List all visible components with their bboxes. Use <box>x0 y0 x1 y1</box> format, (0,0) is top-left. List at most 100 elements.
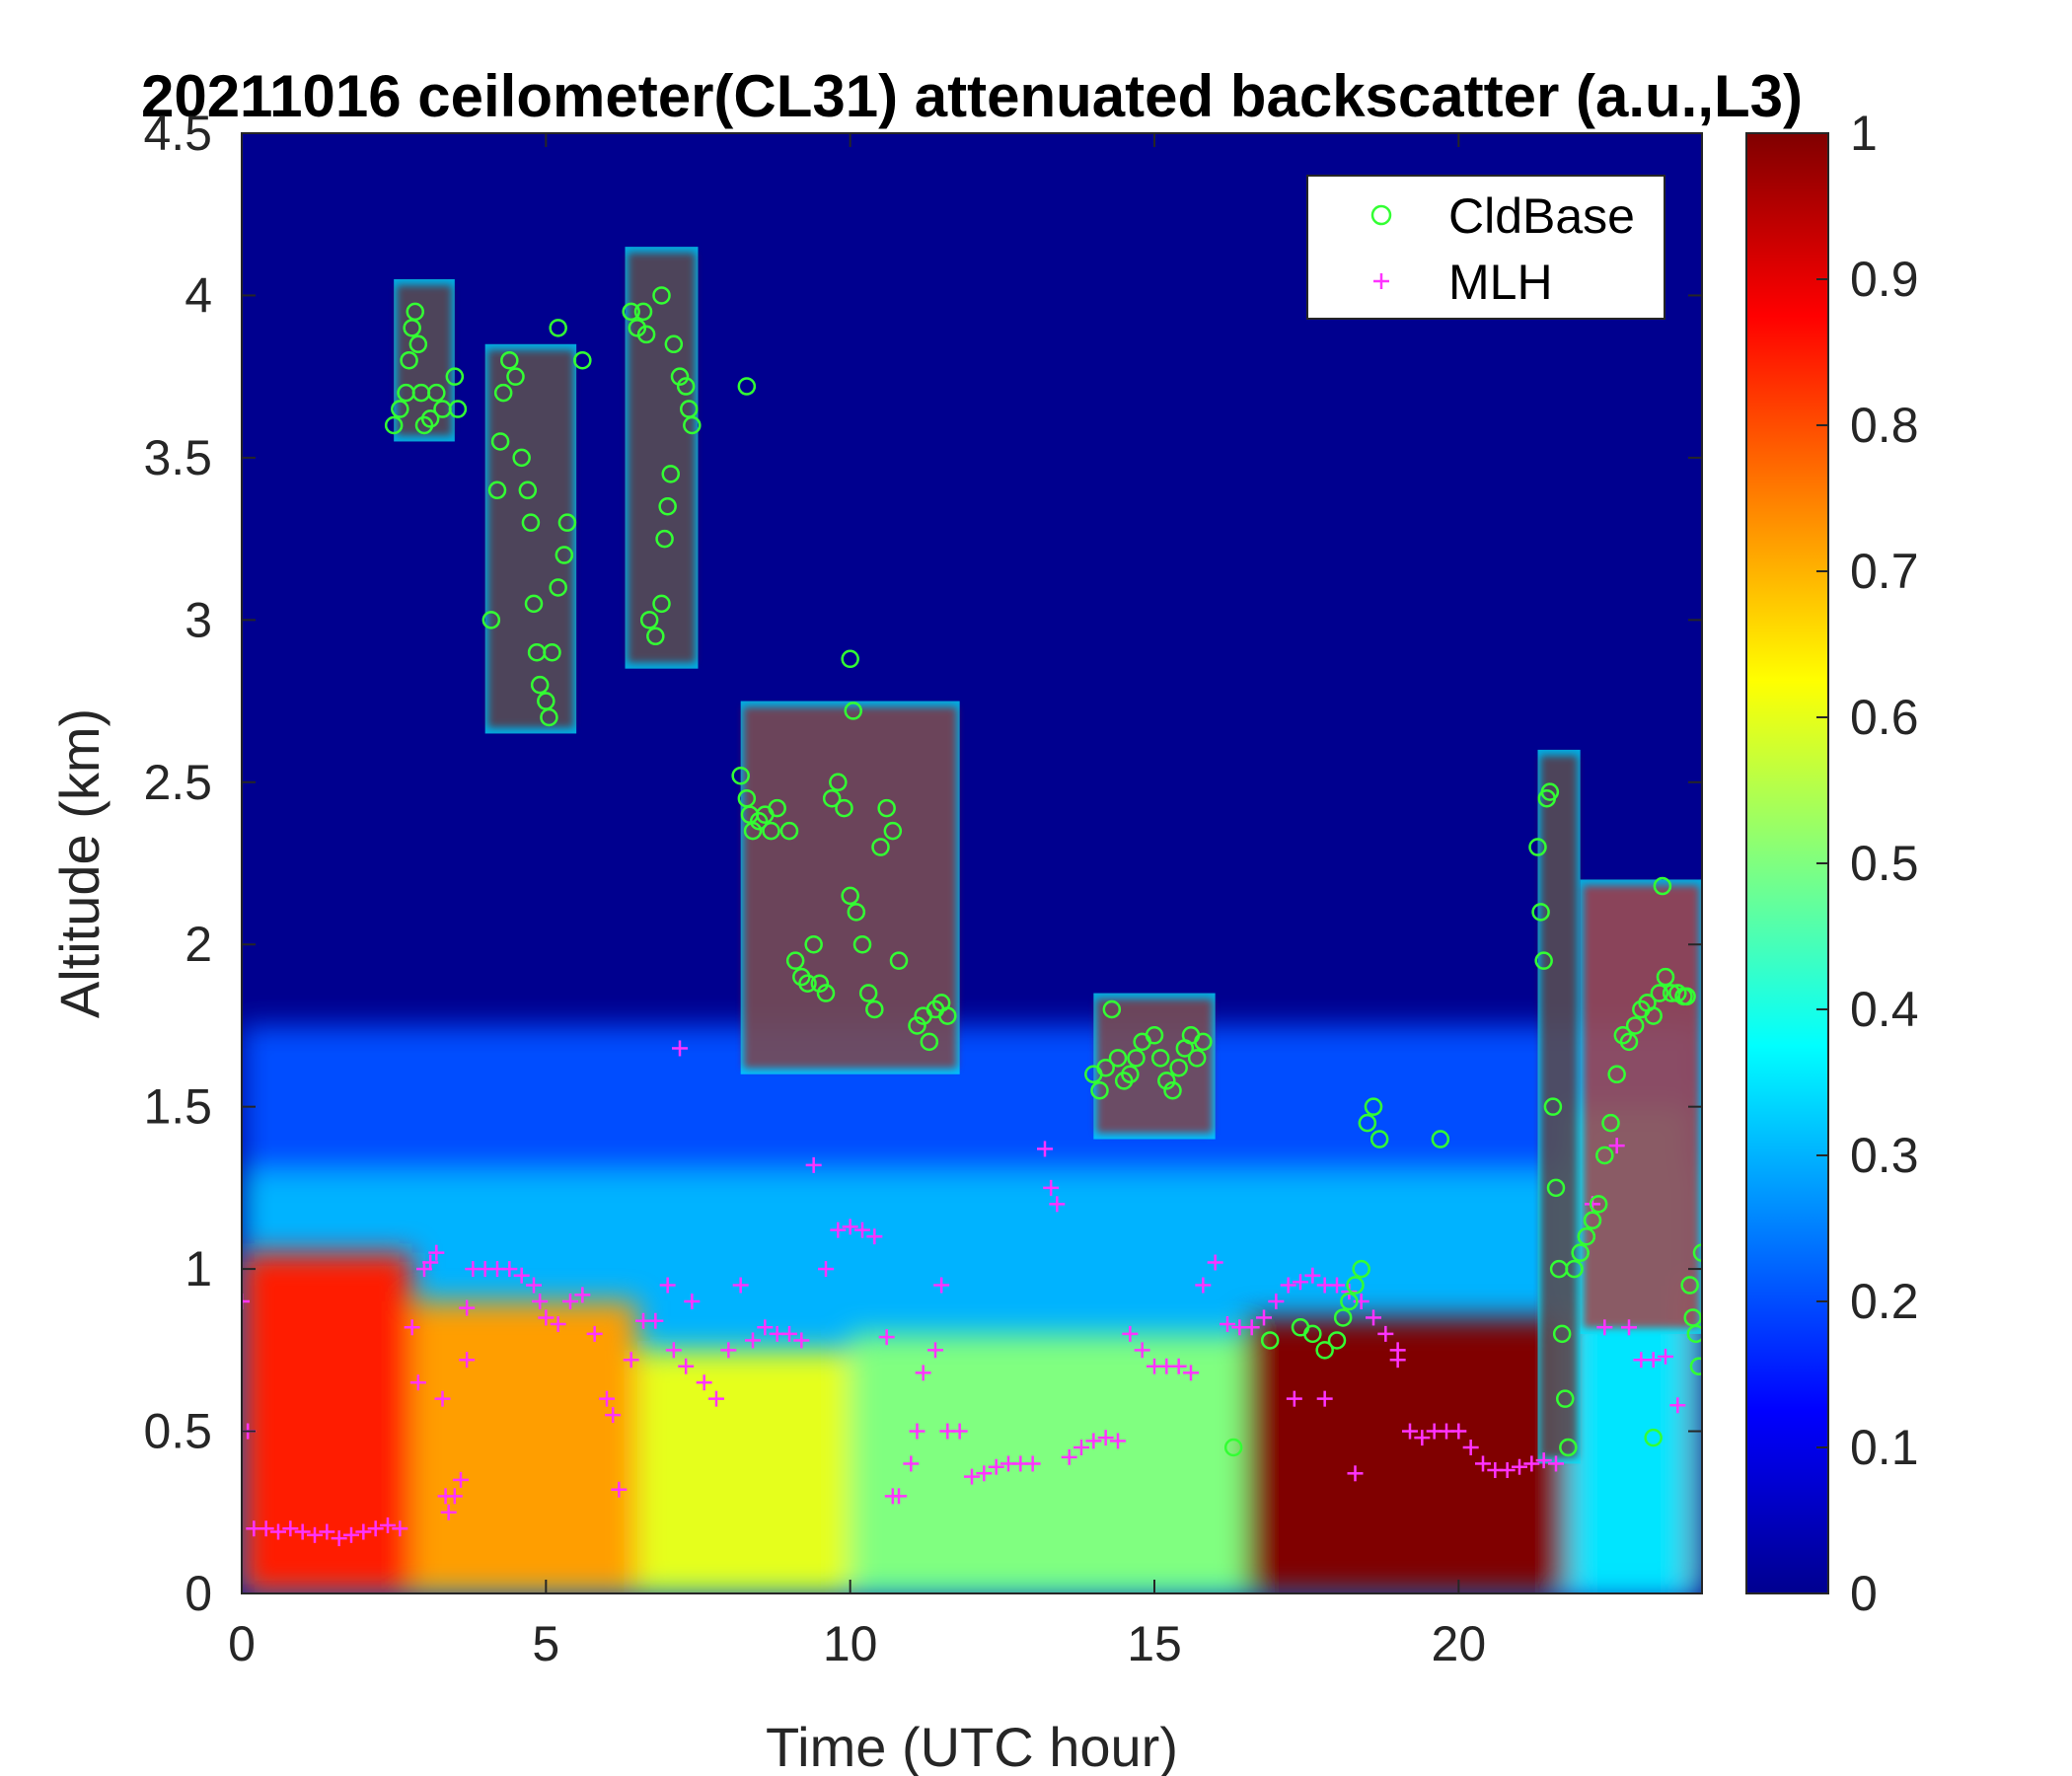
mlh-point <box>964 1468 980 1485</box>
mlh-point <box>526 1277 542 1294</box>
mlh-point <box>1512 1458 1527 1475</box>
cldbase-point <box>1656 967 1675 987</box>
mlh-point <box>1366 1309 1381 1326</box>
cldbase-point <box>500 350 519 370</box>
cldbase-point <box>1644 1006 1663 1025</box>
colorbar-ticks: 0 0.1 0.2 0.3 0.4 0.5 0.6 0.7 0.8 0.9 1 <box>1816 106 1919 1621</box>
cldbase-point <box>1096 1058 1115 1077</box>
mlh-point <box>878 1329 895 1346</box>
mlh-point <box>915 1365 931 1381</box>
mlh-point <box>976 1465 993 1482</box>
cldbase-point <box>1650 984 1669 1002</box>
cldbase-point <box>731 766 750 785</box>
cldbase-series <box>384 286 1702 1457</box>
mlh-point <box>1414 1430 1431 1446</box>
mlh-point <box>367 1520 384 1537</box>
cldbase-point <box>1102 999 1122 1019</box>
cldbase-point <box>1431 1130 1450 1148</box>
mlh-point <box>1134 1342 1150 1359</box>
cldbase-point <box>391 400 409 418</box>
colorbar-tick-label: 0.7 <box>1850 544 1919 599</box>
cldbase-point <box>1169 1058 1188 1077</box>
cldbase-point <box>633 302 653 322</box>
mlh-point <box>1195 1277 1212 1294</box>
mlh-point <box>757 1319 774 1336</box>
cldbase-point <box>445 367 465 386</box>
cldbase-point <box>521 513 541 532</box>
mlh-point <box>1658 1348 1673 1365</box>
cldbase-point <box>877 798 896 818</box>
backscatter-region <box>397 285 452 436</box>
mlh-point <box>1402 1423 1418 1440</box>
cldbase-point <box>652 286 671 305</box>
cldbase-point <box>427 383 446 403</box>
mlh-point <box>927 1342 943 1359</box>
cldbase-point <box>1601 1113 1620 1133</box>
mlh-point <box>933 1277 950 1294</box>
mlh-point <box>513 1267 530 1284</box>
colorbar-tick-label: 1 <box>1850 106 1878 161</box>
cldbase-point <box>1577 1226 1596 1246</box>
colorbar-tick-label: 0.4 <box>1850 982 1919 1037</box>
cldbase-point <box>622 302 640 322</box>
backscatter-region <box>487 349 574 728</box>
backscatter-region <box>636 1350 851 1593</box>
cldbase-point <box>920 1032 939 1052</box>
mlh-point <box>659 1277 676 1294</box>
mlh-point <box>1122 1325 1139 1342</box>
cldbase-point <box>1364 1097 1383 1116</box>
cldbase-point <box>408 334 428 354</box>
x-axis-label: Time (UTC hour) <box>766 1716 1178 1776</box>
y-tick-label: 3 <box>185 592 212 647</box>
mlh-point <box>538 1309 555 1326</box>
x-tick-label: 15 <box>1127 1616 1182 1671</box>
mlh-point <box>380 1517 396 1533</box>
mlh-point <box>623 1352 639 1369</box>
cldbase-point <box>1194 1032 1213 1052</box>
mlh-point <box>599 1390 615 1407</box>
cldbase-point <box>1333 1308 1353 1327</box>
cldbase-point <box>1589 1195 1608 1214</box>
cldbase-point <box>1552 1324 1572 1344</box>
mlh-point <box>574 1287 591 1303</box>
x-tick-label: 5 <box>532 1616 559 1671</box>
cldbase-point <box>1565 1259 1584 1279</box>
colorbar-tick-label: 0 <box>1850 1566 1878 1621</box>
mlh-point <box>842 1219 858 1235</box>
cldbase-point <box>420 409 440 428</box>
mlh-point <box>1669 1397 1686 1414</box>
cldbase-point <box>785 951 805 970</box>
x-tick-label: 10 <box>823 1616 878 1671</box>
cldbase-point <box>1121 1065 1140 1084</box>
mlh-point <box>1286 1390 1302 1407</box>
cldbase-point <box>779 821 799 841</box>
cldbase-point <box>676 377 696 396</box>
mlh-point <box>665 1342 682 1359</box>
cldbase-point <box>655 529 674 549</box>
cldbase-point <box>1163 1080 1182 1100</box>
colorbar-tick-label: 0.5 <box>1850 836 1919 891</box>
mlh-point <box>854 1221 870 1238</box>
cldbase-point <box>1556 1389 1575 1408</box>
cldbase-point <box>639 611 659 629</box>
cldbase-point <box>883 821 903 841</box>
y-axis-label: Altitude (km) <box>48 708 111 1018</box>
mlh-point <box>319 1523 335 1540</box>
mlh-point <box>1280 1277 1296 1294</box>
mlh-point <box>409 1374 426 1391</box>
y-tick-label: 3.5 <box>143 430 212 485</box>
legend-cldbase-label: CldBase <box>1448 188 1635 244</box>
mlh-point <box>459 1299 476 1316</box>
chart-title: 20211016 ceilometer(CL31) attenuated bac… <box>141 63 1803 129</box>
cldbase-point <box>1531 903 1550 922</box>
cldbase-point <box>1528 838 1547 856</box>
cldbase-point <box>1223 1438 1243 1457</box>
mlh-point <box>1085 1433 1102 1449</box>
cldbase-point <box>841 886 859 906</box>
mlh-point <box>1475 1455 1491 1472</box>
mlh-point <box>684 1294 701 1309</box>
cldbase-point <box>555 546 574 564</box>
cldbase-point <box>1352 1259 1370 1279</box>
legend-cldbase-marker <box>1370 204 1392 226</box>
mlh-point <box>392 1520 408 1537</box>
